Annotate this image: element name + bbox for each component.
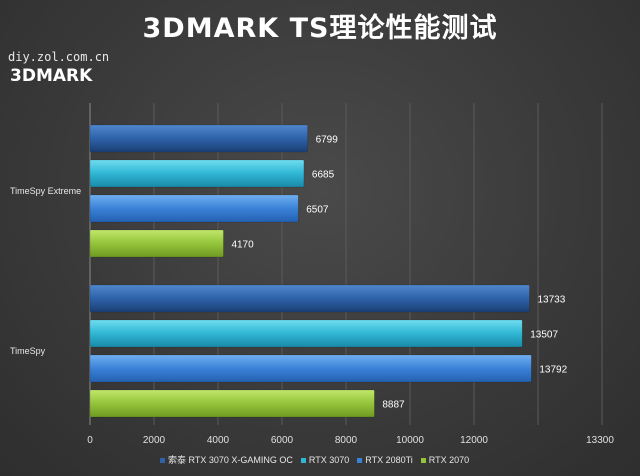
bar-value-label: 6507 <box>306 205 329 216</box>
bar-value-label: 8887 <box>382 400 405 411</box>
bar-value-label: 13792 <box>539 365 567 376</box>
category-label: TimeSpy Extreme <box>10 186 81 196</box>
bar <box>89 194 299 223</box>
legend-item: RTX 3070 <box>300 455 350 465</box>
x-tick-label: 4000 <box>207 435 230 446</box>
bar-value-label: 6685 <box>312 170 335 181</box>
bar <box>89 159 305 188</box>
legend-item: RTX 2080Ti <box>357 455 413 465</box>
legend-label: RTX 2080Ti <box>365 455 413 465</box>
legend-swatch <box>300 458 306 464</box>
chart-title: 3DMARK TS理论性能测试 <box>142 13 498 44</box>
bar <box>89 319 523 348</box>
legend-swatch <box>420 458 426 464</box>
category-label: TimeSpy <box>10 346 46 356</box>
x-tick-label: 10000 <box>396 435 424 446</box>
bar-value-label: 4170 <box>231 240 254 251</box>
legend-swatch <box>160 458 165 464</box>
legend-item: RTX 2070 <box>420 455 470 465</box>
legend-label: RTX 3070 <box>308 455 350 465</box>
legend-item: 索泰 RTX 3070 X-GAMING OC <box>160 453 293 466</box>
chart-subtitle: 3DMARK <box>10 66 93 86</box>
chart-legend: 索泰 RTX 3070 X-GAMING OC RTX 3070 RTX 2080T… <box>160 453 630 466</box>
watermark-text: diy.zol.com.cn <box>8 50 110 64</box>
bar <box>89 354 532 383</box>
bar <box>89 389 375 418</box>
bar-value-label: 13507 <box>530 330 558 341</box>
x-tick-label: 8000 <box>335 435 358 446</box>
x-tick-label: 0 <box>87 435 93 446</box>
legend-swatch <box>357 458 363 464</box>
x-tick-label: 13300 <box>586 435 614 446</box>
bar-value-label: 6799 <box>316 135 339 146</box>
x-tick-label: 2000 <box>143 435 166 446</box>
x-tick-label: 12000 <box>460 435 488 446</box>
legend-label: 索泰 RTX 3070 X-GAMING OC <box>168 455 293 465</box>
x-tick-label: 6000 <box>271 435 294 446</box>
legend-label: RTX 2070 <box>428 455 470 465</box>
bar <box>89 284 530 313</box>
bar <box>89 229 224 258</box>
bar <box>89 124 308 153</box>
bar-value-label: 13733 <box>537 295 565 306</box>
